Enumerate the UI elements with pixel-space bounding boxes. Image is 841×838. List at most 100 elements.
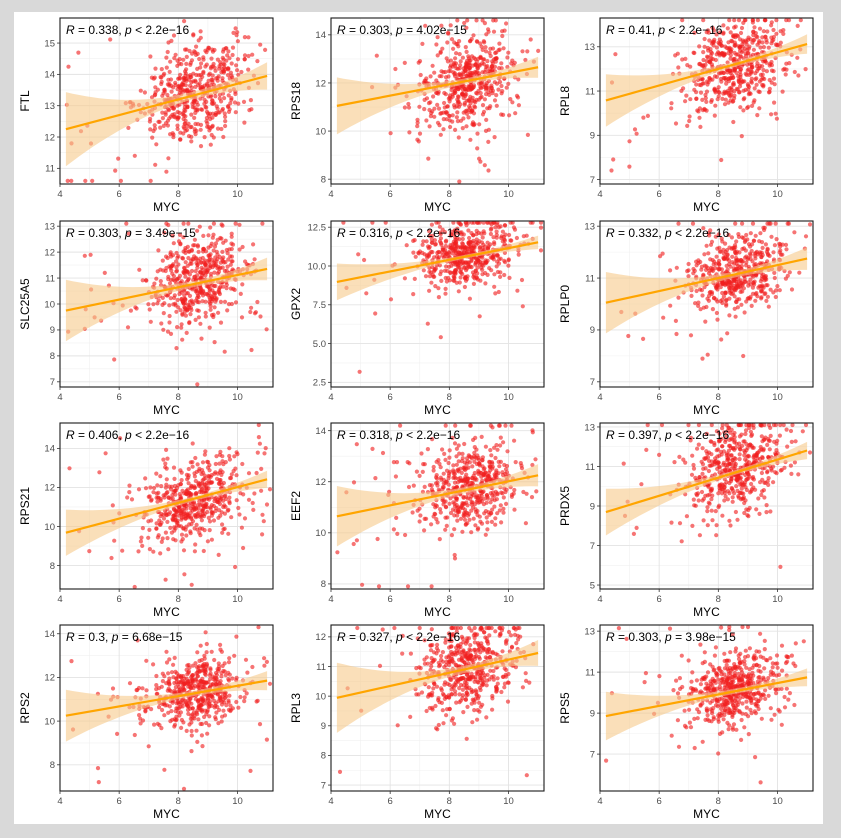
y-tick-label: 8 <box>321 579 326 590</box>
data-point <box>745 257 750 262</box>
data-point <box>207 128 212 133</box>
data-point <box>405 584 411 589</box>
data-point <box>454 498 459 503</box>
data-point <box>735 517 740 522</box>
data-point <box>733 42 738 47</box>
data-point <box>705 509 710 514</box>
data-point <box>201 246 206 252</box>
data-point <box>194 44 199 49</box>
data-point <box>416 139 421 144</box>
data-point <box>166 156 171 161</box>
data-point <box>679 88 684 93</box>
data-point <box>755 61 760 66</box>
data-point <box>719 79 724 84</box>
data-point <box>260 221 265 226</box>
data-point <box>203 314 208 319</box>
data-point <box>493 516 498 521</box>
data-point <box>705 352 710 357</box>
data-point <box>154 491 159 496</box>
data-point <box>700 471 705 476</box>
data-point <box>153 162 158 167</box>
data-point <box>723 468 728 473</box>
data-point <box>463 510 468 515</box>
correlation-annotation: R = 0.303, p = 4.02e−15 <box>337 23 467 37</box>
data-point <box>447 93 453 98</box>
data-point <box>485 59 490 64</box>
data-point <box>203 489 208 494</box>
data-point <box>420 242 425 247</box>
data-point <box>435 120 441 125</box>
data-point <box>724 297 729 302</box>
data-point <box>740 283 745 288</box>
data-point <box>475 527 480 532</box>
y-tick-label: 7 <box>590 175 595 186</box>
data-point <box>701 272 706 277</box>
data-point <box>459 470 464 475</box>
data-point <box>442 451 447 456</box>
data-point <box>514 235 519 241</box>
data-point <box>218 60 223 65</box>
data-point <box>66 64 71 69</box>
data-point <box>127 483 132 488</box>
y-tick-label: 15 <box>44 38 55 49</box>
data-point <box>778 564 783 570</box>
data-point <box>202 135 207 140</box>
data-point <box>249 107 254 112</box>
data-point <box>458 118 464 123</box>
data-point <box>488 255 493 260</box>
data-point <box>478 245 483 250</box>
data-point <box>456 94 461 99</box>
data-point <box>469 231 474 236</box>
data-point <box>90 178 95 183</box>
data-point <box>752 25 757 30</box>
data-point <box>186 466 191 472</box>
data-point <box>493 18 498 23</box>
data-point <box>407 461 412 466</box>
data-point <box>418 513 423 518</box>
data-point <box>737 84 743 89</box>
data-point <box>735 305 741 310</box>
data-point <box>688 97 693 102</box>
data-point <box>453 127 458 132</box>
data-point <box>727 47 733 52</box>
x-tick-label: 8 <box>447 594 452 605</box>
data-point <box>213 461 218 467</box>
data-point <box>748 277 753 282</box>
y-axis-title: EEF2 <box>289 491 303 521</box>
data-point <box>698 124 703 129</box>
data-point <box>201 470 206 475</box>
data-point <box>750 242 755 247</box>
data-point <box>458 85 463 90</box>
data-point <box>210 115 215 120</box>
data-point <box>483 281 488 286</box>
data-point <box>207 255 212 260</box>
data-point <box>706 468 712 474</box>
data-point <box>466 115 471 120</box>
correlation-annotation: R = 0.332, p < 2.2e−16 <box>606 226 729 240</box>
data-point <box>772 100 777 105</box>
data-point <box>631 531 637 537</box>
data-point <box>774 471 779 476</box>
data-point <box>448 63 454 68</box>
data-point <box>524 491 529 496</box>
data-point <box>198 65 203 70</box>
data-point <box>716 85 721 90</box>
data-point <box>717 503 722 508</box>
data-point <box>394 460 400 465</box>
data-point <box>672 460 677 465</box>
data-point <box>700 446 705 451</box>
data-point <box>180 337 185 342</box>
data-point <box>193 478 198 484</box>
y-tick-label: 7 <box>50 377 55 388</box>
data-point <box>143 476 148 481</box>
data-point <box>694 263 699 268</box>
data-point <box>171 465 177 470</box>
data-point <box>160 536 165 541</box>
data-point <box>160 295 165 300</box>
data-point <box>704 243 709 248</box>
data-point <box>192 549 197 554</box>
data-point <box>712 295 717 300</box>
data-point <box>481 229 486 234</box>
data-point <box>412 276 417 281</box>
data-point <box>472 122 477 127</box>
